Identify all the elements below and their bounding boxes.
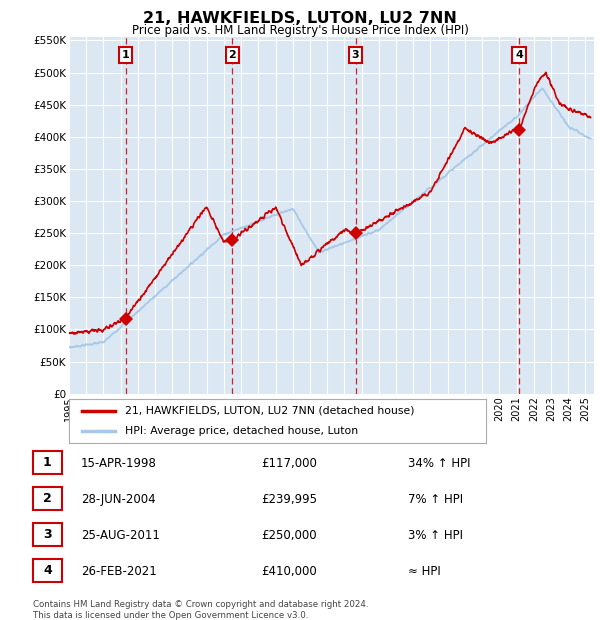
Text: £410,000: £410,000 — [261, 565, 317, 577]
Text: 3: 3 — [43, 528, 52, 541]
Text: 21, HAWKFIELDS, LUTON, LU2 7NN: 21, HAWKFIELDS, LUTON, LU2 7NN — [143, 11, 457, 26]
Text: £117,000: £117,000 — [261, 457, 317, 469]
Text: Price paid vs. HM Land Registry's House Price Index (HPI): Price paid vs. HM Land Registry's House … — [131, 24, 469, 37]
Text: Contains HM Land Registry data © Crown copyright and database right 2024.
This d: Contains HM Land Registry data © Crown c… — [33, 600, 368, 619]
Text: 34% ↑ HPI: 34% ↑ HPI — [408, 457, 470, 469]
Text: 2: 2 — [229, 50, 236, 60]
Text: 15-APR-1998: 15-APR-1998 — [81, 457, 157, 469]
Text: 1: 1 — [43, 456, 52, 469]
Text: ≈ HPI: ≈ HPI — [408, 565, 441, 577]
Text: 1: 1 — [122, 50, 130, 60]
Text: £239,995: £239,995 — [261, 493, 317, 505]
Text: HPI: Average price, detached house, Luton: HPI: Average price, detached house, Luto… — [125, 426, 358, 436]
Text: 4: 4 — [515, 50, 523, 60]
Text: 28-JUN-2004: 28-JUN-2004 — [81, 493, 155, 505]
Text: 7% ↑ HPI: 7% ↑ HPI — [408, 493, 463, 505]
Text: £250,000: £250,000 — [261, 529, 317, 541]
Text: 3: 3 — [352, 50, 359, 60]
Text: 25-AUG-2011: 25-AUG-2011 — [81, 529, 160, 541]
Text: 4: 4 — [43, 564, 52, 577]
Text: 21, HAWKFIELDS, LUTON, LU2 7NN (detached house): 21, HAWKFIELDS, LUTON, LU2 7NN (detached… — [125, 405, 415, 416]
Text: 3% ↑ HPI: 3% ↑ HPI — [408, 529, 463, 541]
Text: 26-FEB-2021: 26-FEB-2021 — [81, 565, 157, 577]
Text: 2: 2 — [43, 492, 52, 505]
